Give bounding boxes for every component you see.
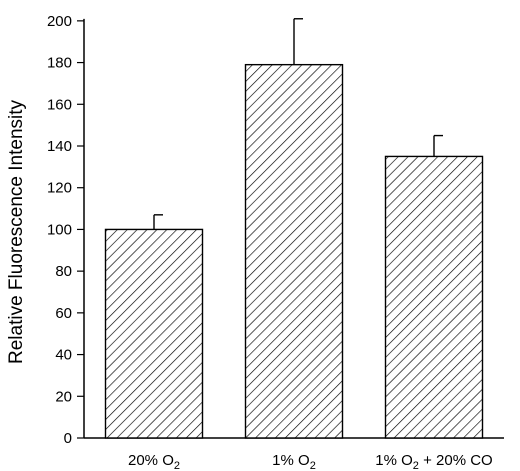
category-labels: 20% O2 1% O2 1% O2 + 20% CO [128,452,493,471]
axes: 0 20 40 60 80 100 120 140 160 180 200 [47,13,504,447]
bars [104,63,484,439]
y-tick-label: 200 [47,13,72,30]
y-tick-label: 40 [55,347,72,364]
y-axis-title: Relative Fluorescence Intensity [6,99,27,364]
bar [384,155,484,439]
category-label: 1% O2 [272,452,316,471]
bar [244,63,344,439]
y-tick-label: 0 [64,430,72,447]
category-label: 1% O2 + 20% CO [375,452,492,471]
y-tick-label: 20 [55,388,72,405]
y-tick-label: 120 [47,180,72,197]
y-tick-label: 180 [47,55,72,72]
y-tick-label: 100 [47,221,72,238]
y-tick-label: 160 [47,96,72,113]
bar [104,228,204,439]
y-tick-label: 140 [47,138,72,155]
y-tick-label: 60 [55,305,72,322]
y-tick-label: 80 [55,263,72,280]
error-bars [153,18,443,230]
category-label: 20% O2 [128,452,180,471]
